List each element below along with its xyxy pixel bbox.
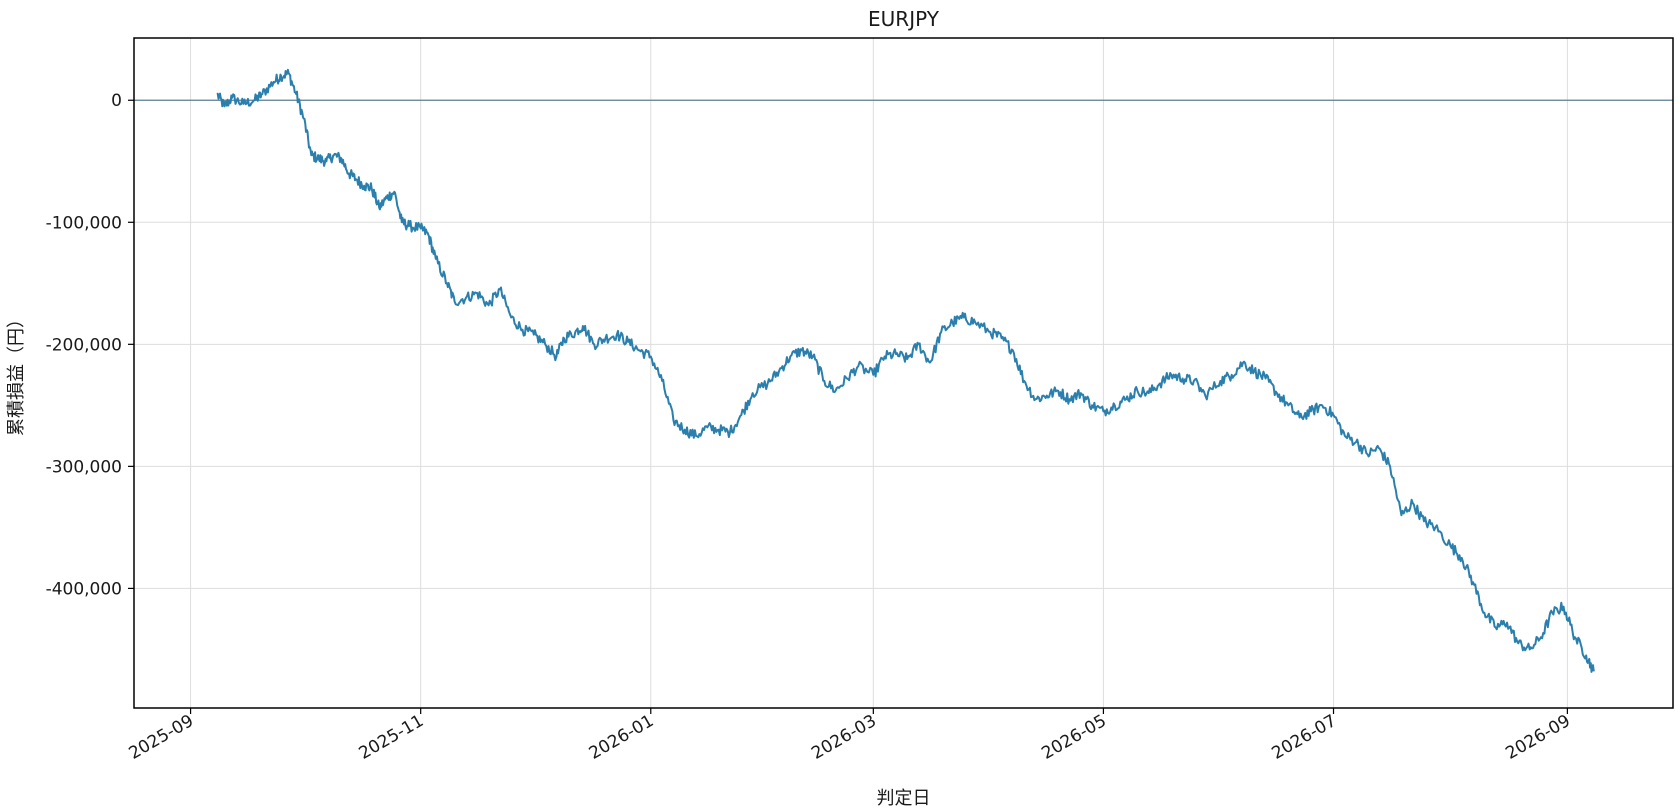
x-tick-label: 2026-03 bbox=[808, 711, 880, 764]
x-tick-label: 2026-05 bbox=[1038, 711, 1110, 764]
y-tick-label: -200,000 bbox=[46, 335, 122, 355]
x-tick-label: 2026-07 bbox=[1268, 711, 1340, 764]
series-layer bbox=[216, 68, 1595, 673]
y-axis: 0 -100,000 -200,000 -300,000 -400,000 bbox=[46, 91, 134, 599]
chart-title: EURJPY bbox=[868, 7, 940, 31]
y-tick-label: -100,000 bbox=[46, 213, 122, 233]
x-tick-label: 2026-01 bbox=[586, 711, 658, 764]
y-tick-label: -300,000 bbox=[46, 457, 122, 477]
x-tick-label: 2026-09 bbox=[1502, 711, 1574, 764]
grid-lines bbox=[134, 38, 1673, 708]
x-tick-label: 2025-11 bbox=[356, 711, 428, 764]
y-tick-label: -400,000 bbox=[46, 579, 122, 599]
series-line-0 bbox=[216, 68, 1595, 673]
y-tick-label: 0 bbox=[111, 91, 122, 111]
y-axis-label: 累積損益（円） bbox=[6, 310, 27, 436]
plot-frame bbox=[133, 37, 1674, 709]
x-tick-label: 2025-09 bbox=[126, 711, 198, 764]
x-axis: 2025-09 2025-11 2026-01 2026-03 2026-05 2026-… bbox=[126, 708, 1574, 764]
x-axis-label: 判定日 bbox=[877, 788, 931, 809]
